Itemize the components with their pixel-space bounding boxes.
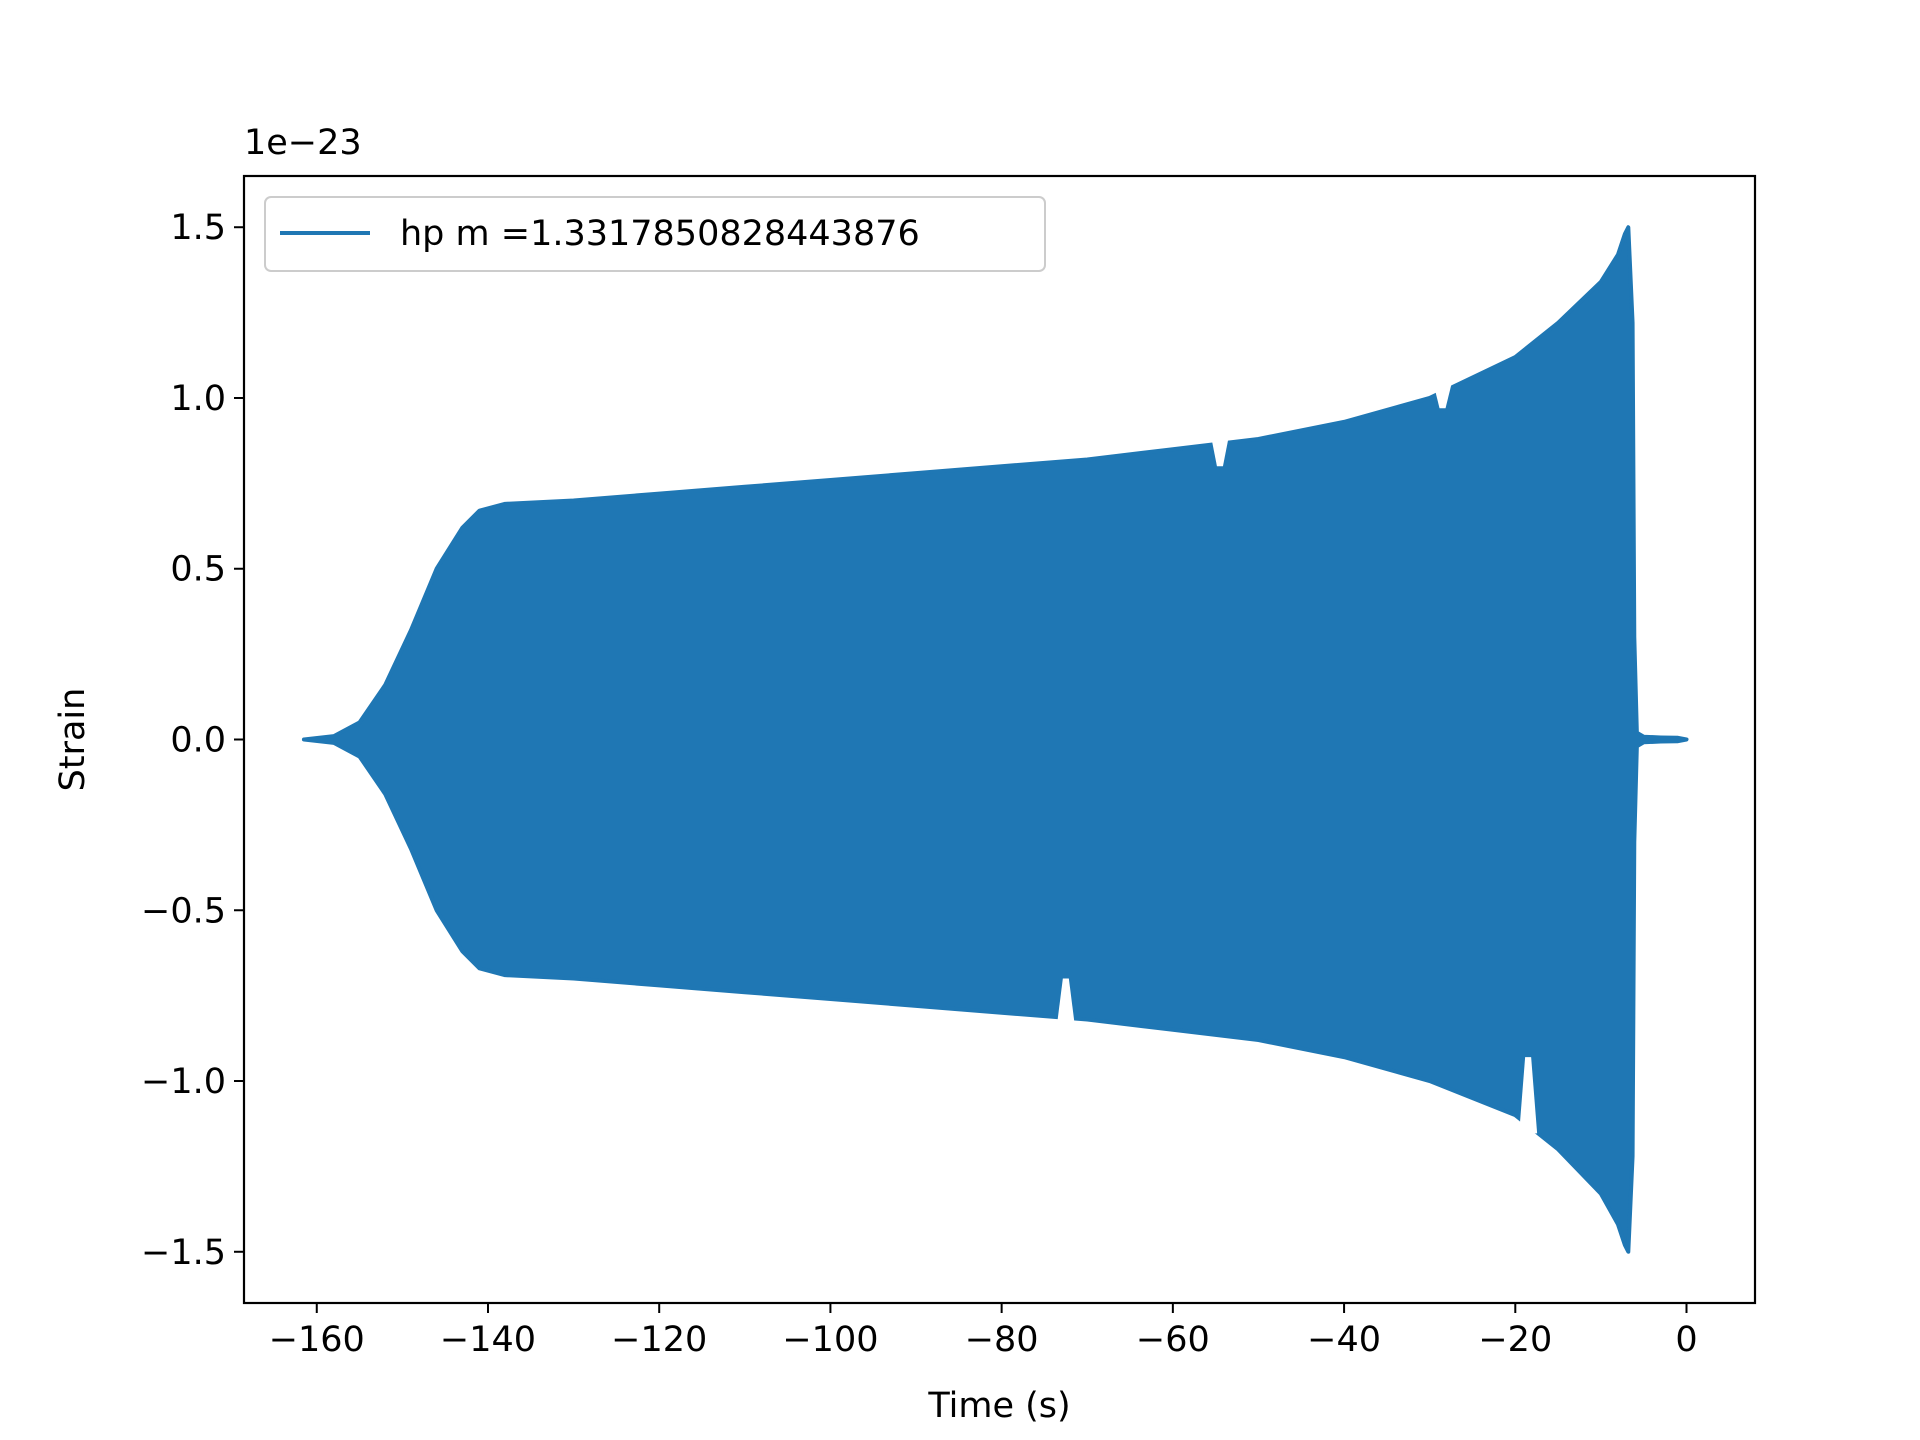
legend: hp m =1.3317850828443876 (264, 196, 1046, 272)
waveform-notch (1210, 435, 1229, 467)
waveform-notch (1433, 383, 1452, 409)
x-axis-label: Time (s) (927, 1386, 1070, 1426)
x-tick-label: −120 (611, 1320, 707, 1360)
y-tick-label: −1.0 (141, 1062, 226, 1102)
y-tick-label: −1.5 (141, 1233, 226, 1273)
y-tick-label: 1.5 (170, 208, 226, 248)
x-tick-label: −40 (1307, 1320, 1381, 1360)
waveform-envelope (301, 225, 1689, 1254)
x-tick-label: −80 (965, 1320, 1039, 1360)
x-tick-label: −20 (1478, 1320, 1552, 1360)
waveform-notch (1056, 978, 1075, 1026)
y-tick-label: 0.0 (170, 721, 226, 761)
x-tick-label: 0 (1675, 1320, 1697, 1360)
x-tick-label: −160 (269, 1320, 365, 1360)
x-tick-label: −100 (782, 1320, 878, 1360)
y-tick-label: 1.0 (170, 379, 226, 419)
y-tick-label: −0.5 (141, 891, 226, 931)
y-tick-label: 0.5 (170, 550, 226, 590)
x-tick-label: −140 (440, 1320, 536, 1360)
x-axis: −160 −140 −120 −100 −80 −60 −40 −20 0 (269, 1303, 1698, 1360)
y-axis: −1.5 −1.0 −0.5 0.0 0.5 1.0 1.5 (141, 208, 244, 1273)
legend-label: hp m =1.3317850828443876 (400, 214, 920, 254)
x-tick-label: −60 (1136, 1320, 1210, 1360)
plot-area (301, 225, 1689, 1254)
y-offset-text: 1e−23 (244, 123, 362, 163)
y-axis-label: Strain (53, 688, 93, 792)
waveform-notch (1519, 1057, 1538, 1134)
legend-box (264, 196, 1046, 272)
